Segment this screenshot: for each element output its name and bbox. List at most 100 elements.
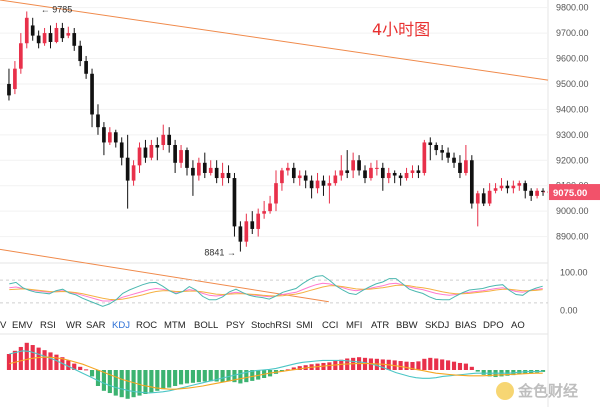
candle-body [18,43,23,69]
macd-histogram-bar [463,363,468,370]
macd-histogram-bar [398,361,403,370]
candle-body [446,152,450,158]
indicator-tab-mfi[interactable]: MFI [346,320,363,331]
candle-body [149,144,154,158]
macd-histogram-bar [232,370,237,383]
macd-histogram-bar [36,347,41,370]
indicator-tab-skdj[interactable]: SKDJ [425,320,450,331]
indicator-tab-atr[interactable]: ATR [371,320,390,331]
candle-body [410,170,415,173]
kdj-line-j [9,275,543,307]
indicator-tab-sar[interactable]: SAR [86,320,106,331]
price-tick-label: 9800.00 [556,3,589,13]
macd-histogram-bar [12,350,17,370]
macd-histogram-bar [78,366,83,370]
macd-histogram-bar [155,370,160,391]
indicator-tab-stochrsi[interactable]: StochRSI [251,320,292,331]
candle-body [309,180,314,189]
candle-body [416,170,421,173]
candle-body [13,68,17,90]
candle-body [440,150,444,153]
macd-histogram-bar [540,370,546,372]
kdj-tick-label: 100.00 [560,268,588,278]
indicator-tab-rsi[interactable]: RSI [40,320,56,331]
macd-histogram-bar [89,370,95,377]
current-price-tag [549,184,600,201]
candle-body [143,147,148,158]
indicator-tab-wr[interactable]: WR [66,320,82,331]
candle-body [475,193,480,204]
macd-histogram-bar [113,370,118,396]
price-tick-label: 9700.00 [556,28,589,38]
indicator-tab-boll[interactable]: BOLL [194,320,219,331]
candle-body [173,144,177,163]
price-tick-label: 9200.00 [556,155,589,165]
macd-histogram-bar [101,370,106,391]
macd-histogram-bar [143,370,148,394]
macd-histogram-bar [184,370,190,384]
candle-body [256,213,261,229]
indicator-tab-cci[interactable]: CCI [322,320,339,331]
macd-histogram-bar [422,358,427,370]
candle-body [452,157,456,163]
candle-body [54,27,59,42]
macd-histogram-bar [333,361,338,370]
macd-histogram-bar [131,370,136,398]
macd-histogram-bar [42,350,47,370]
candle-body [404,172,409,179]
candle-body [499,185,504,189]
candle-body [464,160,468,173]
macd-histogram-bar [208,370,213,382]
macd-histogram-bar [18,346,23,370]
candle-body [428,142,433,145]
candle-body [102,127,106,143]
candle-body [369,167,373,179]
watermark-logo-icon [496,381,514,400]
candle-body [7,83,11,96]
candle-body [321,180,326,186]
candle-body [280,170,284,184]
price-tick-label: 9300.00 [556,130,589,140]
candle-body [291,167,296,179]
macd-histogram-bar [214,370,219,382]
macd-histogram-bar [475,370,480,372]
macd-histogram-bar [196,370,201,383]
candle-body [535,190,539,196]
macd-histogram-bar [137,370,142,396]
candle-body [333,175,338,184]
low-label: 8841 → [204,248,236,258]
macd-histogram-bar [84,369,89,371]
candle-body [232,178,237,227]
indicator-tab-roc[interactable]: ROC [136,320,158,331]
candle-body [24,17,29,44]
indicator-tab-psy[interactable]: PSY [226,320,246,331]
current-price-label: 9075.00 [553,188,587,199]
candle-body [392,172,397,176]
macd-histogram-bar [279,370,285,372]
indicator-tab-smi[interactable]: SMI [296,320,313,331]
indicator-tab-emv[interactable]: EMV [12,320,33,331]
candle-body [90,73,94,115]
candle-body [380,167,385,179]
indicator-tab-kdj[interactable]: KDJ [112,320,130,331]
candle-body [434,144,439,151]
indicator-tab-mtm[interactable]: MTM [164,320,186,331]
macd-histogram-bar [54,354,59,370]
macd-histogram-bar [167,370,172,388]
candle-body [357,160,361,171]
indicator-tab-bias[interactable]: BIAS [455,320,477,331]
macd-histogram-bar [410,362,415,370]
macd-histogram-bar [107,370,112,394]
indicator-tab-bbw[interactable]: BBW [396,320,418,331]
indicator-tab-v[interactable]: V [0,320,7,331]
macd-histogram-bar [297,366,302,370]
macd-histogram-bar [440,359,445,370]
indicator-tab-ao[interactable]: AO [511,320,525,331]
macd-histogram-bar [66,360,71,370]
watermark-text: 金色财经 [518,382,579,400]
candle-body [30,25,35,36]
candle-body [351,160,355,171]
indicator-tab-dpo[interactable]: DPO [483,320,504,331]
candle-body [202,162,207,173]
